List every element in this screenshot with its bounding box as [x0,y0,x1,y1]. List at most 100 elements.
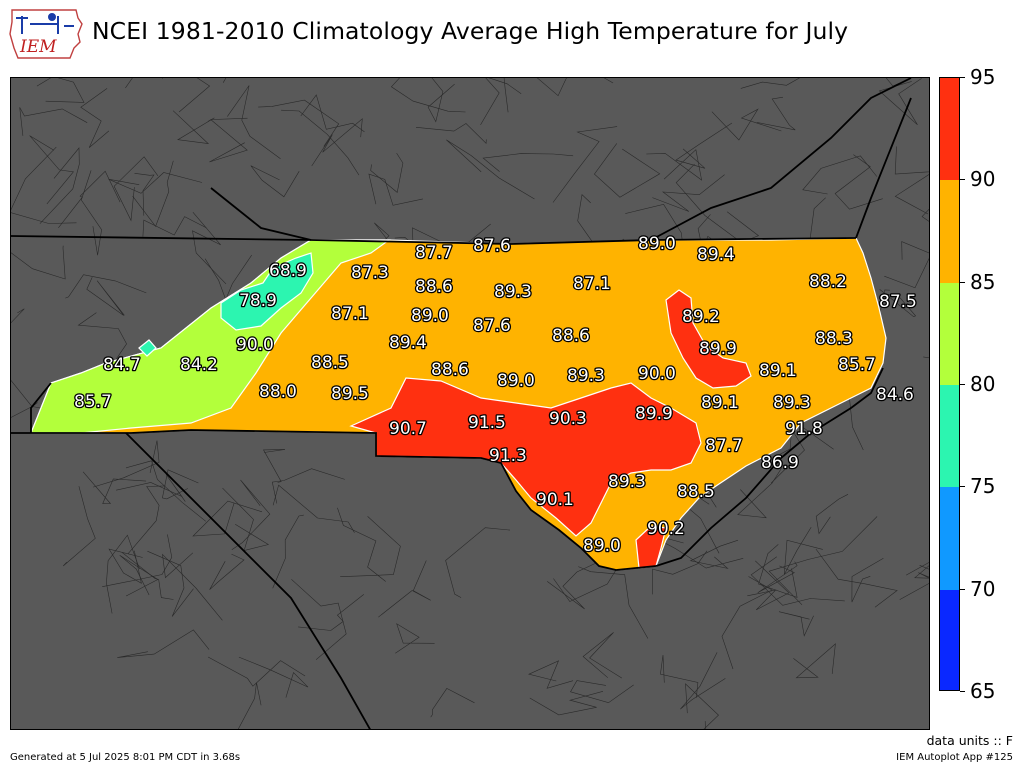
county-line [885,78,900,87]
county-line [238,656,309,698]
station-value: 85.7 [74,392,112,412]
station-value: 89.2 [682,307,720,327]
station-value: 87.5 [879,292,917,312]
colorbar-tick-label: 65 [970,679,996,703]
county-line [756,96,796,131]
county-line [527,660,574,689]
station-value: 91.5 [468,413,506,433]
county-line [415,123,487,144]
county-line [680,652,726,710]
county-line [923,356,929,359]
county-line [675,163,759,251]
colorbar-band-90-95 [940,78,959,180]
county-line [646,149,703,181]
county-line [125,460,206,522]
county-line [119,555,159,597]
county-line [250,165,300,198]
county-line [19,107,88,136]
county-line [547,560,601,610]
county-line [704,721,706,729]
county-line [652,174,725,212]
station-value: 90.0 [236,335,274,355]
colorbar-tick [960,588,965,590]
county-line [570,680,634,704]
county-line [378,560,431,618]
colorbar-tick-label: 85 [970,269,996,294]
station-value: 88.3 [815,329,853,349]
station-value: 89.3 [773,393,811,413]
station-value: 68.9 [269,261,307,281]
station-value: 84.6 [876,385,914,405]
station-value: 89.0 [411,306,449,326]
county-line [11,308,25,324]
county-line [660,654,699,698]
county-line [82,471,147,504]
station-value: 89.4 [389,333,427,353]
colorbar [939,77,960,691]
contour-90-95-ne [665,289,752,389]
county-line [80,88,110,148]
county-line [162,78,163,79]
county-line [11,146,77,224]
station-value: 87.7 [415,243,453,263]
county-line [747,560,790,611]
county-line [446,139,535,200]
station-value: 89.0 [497,371,535,391]
county-line [162,469,199,500]
county-line [757,561,798,593]
county-line [793,643,836,679]
colorbar-tick-label: 90 [970,167,996,192]
iem-logo: IEM [8,4,84,62]
contour-75-80-small [138,339,157,357]
colorbar-tick-label: 70 [970,576,996,601]
station-value: 84.7 [103,355,141,375]
station-value: 87.6 [473,316,511,336]
station-value: 91.3 [489,446,527,466]
county-line [578,566,649,639]
station-value: 90.0 [638,364,676,384]
county-line [737,467,782,519]
county-line [272,484,355,533]
county-line [231,479,271,551]
county-line [721,576,773,670]
county-line [758,544,798,598]
contour-75-80 [220,252,314,331]
county-line [162,552,223,621]
county-line [430,688,475,718]
colorbar-tick-label: 75 [970,474,996,499]
county-line [80,170,102,256]
county-line [685,683,719,729]
colorbar-tick [960,384,965,385]
county-line [192,500,263,537]
county-line [11,402,38,418]
station-value: 88.5 [677,482,715,502]
station-value: 87.6 [473,236,511,256]
station-value: 90.7 [389,419,427,439]
colorbar-tick [960,281,965,283]
county-line [209,553,245,590]
station-value: 89.3 [567,366,605,386]
county-line [58,170,121,228]
county-line [222,78,227,83]
county-line [536,78,614,97]
station-value: 88.2 [809,272,847,292]
county-line [127,485,166,554]
station-value: 88.6 [415,277,453,297]
county-line [370,152,404,193]
county-line [65,274,147,299]
county-line [125,78,133,89]
station-value: 89.9 [635,404,673,424]
county-line [652,550,708,595]
county-line [207,656,306,687]
station-value: 89.3 [494,282,532,302]
county-line [178,78,211,113]
station-value: 89.4 [697,245,735,265]
county-line [134,173,155,216]
county-line [815,494,849,535]
county-line [711,108,782,141]
colorbar-tick [960,77,965,78]
county-line [116,474,186,502]
station-value: 89.1 [759,361,797,381]
contour-fill [30,237,887,571]
station-value: 87.7 [705,436,743,456]
